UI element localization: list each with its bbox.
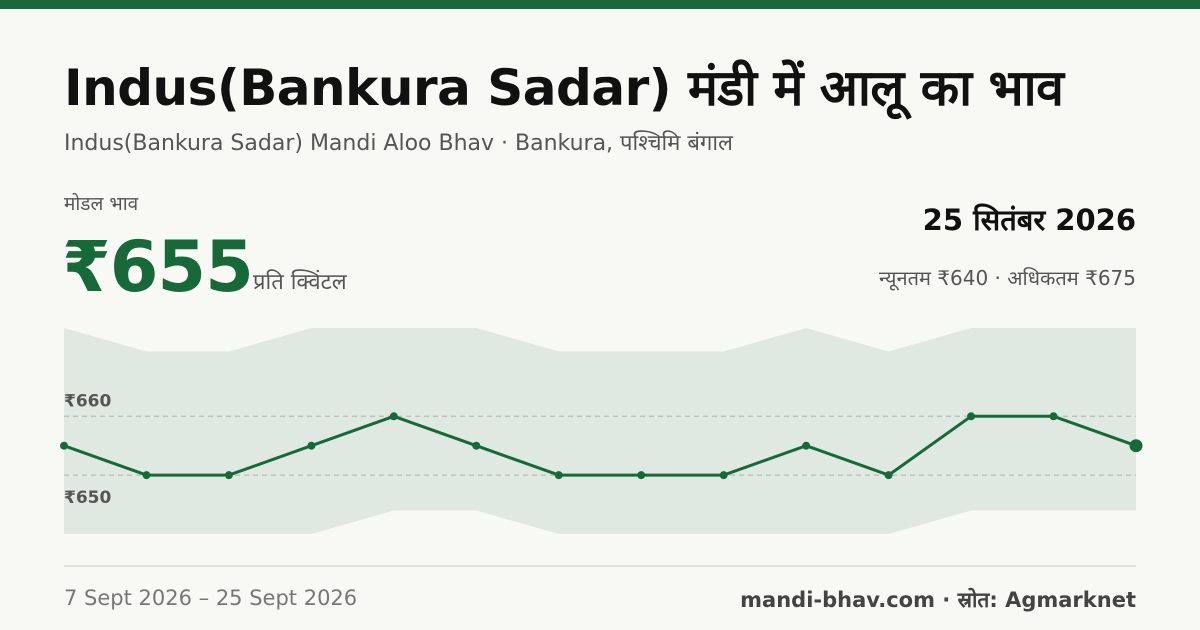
y-tick-label-650: ₹650 bbox=[64, 488, 111, 508]
page-title: Indus(Bankura Sadar) मंडी में आलू का भाव bbox=[64, 59, 1064, 117]
footer-divider bbox=[64, 565, 1136, 567]
price-date: 25 सितंबर 2026 bbox=[922, 203, 1136, 237]
data-point-12 bbox=[967, 412, 976, 421]
data-point-3 bbox=[224, 471, 233, 480]
data-point-5 bbox=[389, 412, 398, 421]
data-point-13 bbox=[1049, 412, 1058, 421]
price-line bbox=[63, 414, 1137, 477]
source-credit: mandi-bhav.com · स्रोत: Agmarknet bbox=[740, 588, 1136, 612]
data-point-8 bbox=[637, 471, 646, 480]
data-point-2 bbox=[142, 471, 151, 480]
min-max-band bbox=[64, 328, 1136, 534]
data-point-10 bbox=[802, 441, 811, 450]
data-point-11 bbox=[884, 471, 893, 480]
page-subtitle: Indus(Bankura Sadar) Mandi Aloo Bhav · B… bbox=[64, 131, 733, 156]
data-point-9 bbox=[719, 471, 728, 480]
modal-price-label: मोडल भाव bbox=[64, 193, 139, 215]
data-point-6 bbox=[472, 441, 481, 450]
top-accent-bar bbox=[0, 0, 1200, 9]
modal-price-value: ₹655 bbox=[62, 226, 254, 308]
data-point-14 bbox=[1129, 439, 1143, 453]
data-point-1 bbox=[60, 441, 68, 450]
date-range-footer: 7 Sept 2026 – 25 Sept 2026 bbox=[64, 586, 358, 610]
price-unit: प्रति क्विंटल bbox=[253, 270, 347, 295]
y-tick-label-660: ₹660 bbox=[64, 391, 111, 411]
min-max-range: न्यूनतम ₹640 · अधिकतम ₹675 bbox=[878, 266, 1136, 290]
data-point-4 bbox=[307, 441, 316, 450]
data-point-7 bbox=[554, 471, 563, 480]
